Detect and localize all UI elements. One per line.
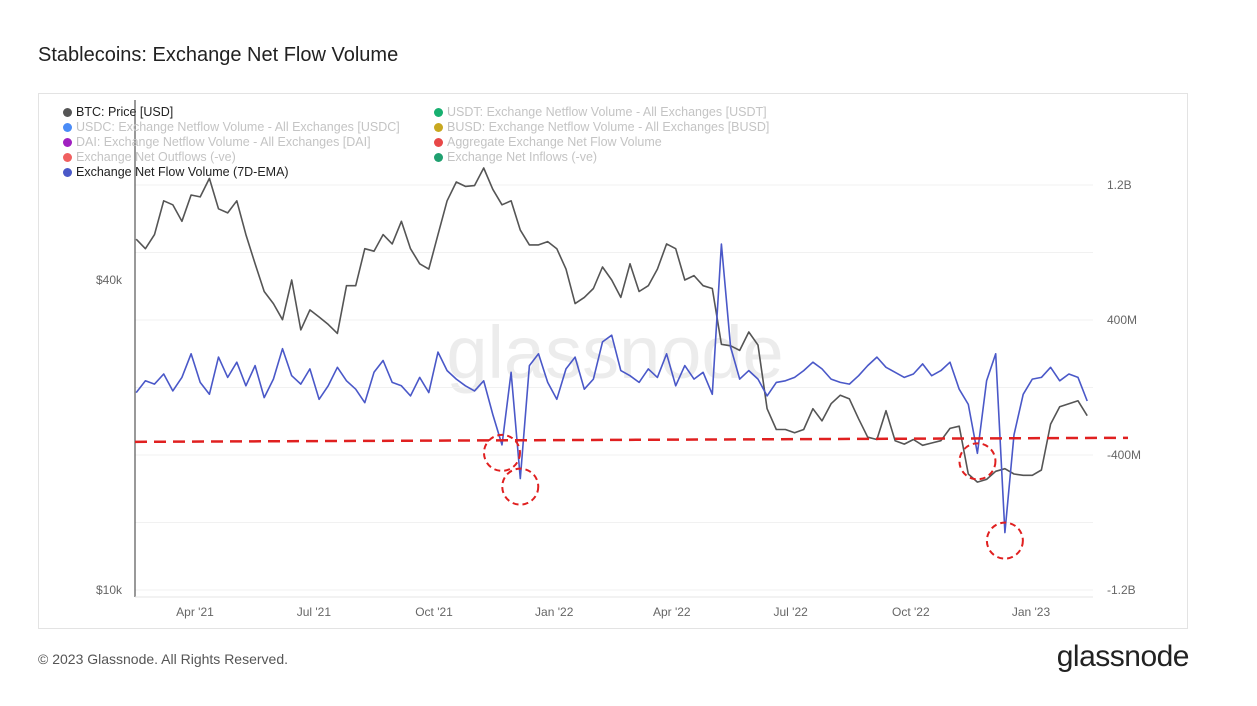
dip-circle-annotation: [482, 433, 521, 472]
legend-label: BTC: Price [USD]: [76, 105, 174, 119]
annotations: [134, 433, 1129, 560]
legend-item[interactable]: Exchange Net Flow Volume (7D-EMA): [63, 165, 400, 180]
watermark: glassnode: [446, 311, 783, 394]
legend-item[interactable]: BTC: Price [USD]: [63, 105, 400, 120]
left-tick-label: $40k: [96, 273, 123, 287]
page-title: Stablecoins: Exchange Net Flow Volume: [38, 44, 399, 66]
legend-dot-icon: [63, 123, 72, 132]
btc-price-line: [135, 167, 1088, 483]
legend-item[interactable]: BUSD: Exchange Netflow Volume - All Exch…: [434, 120, 769, 135]
legend-item[interactable]: Exchange Net Outflows (-ve): [63, 150, 400, 165]
x-tick-label: Oct '22: [892, 605, 930, 619]
x-tick-label: Jul '22: [773, 605, 808, 619]
legend-item[interactable]: USDC: Exchange Netflow Volume - All Exch…: [63, 120, 400, 135]
grid: [135, 184, 1093, 591]
x-tick-label: Apr '21: [176, 605, 214, 619]
legend-dot-icon: [63, 168, 72, 177]
x-tick-label: Jul '21: [297, 605, 332, 619]
series-lines: [135, 167, 1088, 534]
x-tick-label: Oct '21: [415, 605, 453, 619]
x-tick-label: Jan '22: [535, 605, 574, 619]
dip-circle-annotation: [501, 467, 540, 506]
legend-dot-icon: [63, 153, 72, 162]
legend-label: Aggregate Exchange Net Flow Volume: [447, 135, 662, 149]
legend-label: Exchange Net Flow Volume (7D-EMA): [76, 165, 289, 179]
right-tick-label: 400M: [1107, 313, 1137, 327]
copyright: © 2023 Glassnode. All Rights Reserved.: [38, 651, 289, 667]
dip-circle-annotation: [985, 521, 1024, 560]
net-flow-line: [135, 243, 1088, 534]
legend-item[interactable]: Exchange Net Inflows (-ve): [434, 150, 769, 165]
legend-item[interactable]: DAI: Exchange Netflow Volume - All Excha…: [63, 135, 400, 150]
legend-left: BTC: Price [USD] USDC: Exchange Netflow V…: [63, 105, 400, 180]
legend-dot-icon: [63, 108, 72, 117]
legend-label: Exchange Net Inflows (-ve): [447, 150, 598, 164]
chart-card: [38, 93, 1188, 629]
legend-dot-icon: [434, 123, 443, 132]
x-tick-label: Apr '22: [653, 605, 691, 619]
right-tick-label: -400M: [1107, 448, 1141, 462]
left-tick-label: $10k: [96, 583, 123, 597]
legend-dot-icon: [434, 108, 443, 117]
right-tick-label: -1.2B: [1107, 583, 1136, 597]
dip-circle-annotation: [958, 442, 997, 481]
legend-right: USDT: Exchange Netflow Volume - All Exch…: [434, 105, 769, 165]
legend-item[interactable]: USDT: Exchange Netflow Volume - All Exch…: [434, 105, 769, 120]
legend-item[interactable]: Aggregate Exchange Net Flow Volume: [434, 135, 769, 150]
threshold-dashed-line: [134, 436, 1129, 444]
legend-label: USDT: Exchange Netflow Volume - All Exch…: [447, 105, 767, 119]
glassnode-logo: glassnode: [1056, 640, 1190, 673]
legend-dot-icon: [434, 153, 443, 162]
legend-label: USDC: Exchange Netflow Volume - All Exch…: [76, 120, 400, 134]
right-tick-label: 1.2B: [1107, 178, 1132, 192]
legend-label: DAI: Exchange Netflow Volume - All Excha…: [76, 135, 371, 149]
legend-dot-icon: [434, 138, 443, 147]
legend-label: Exchange Net Outflows (-ve): [76, 150, 236, 164]
legend-dot-icon: [63, 138, 72, 147]
x-tick-label: Jan '23: [1012, 605, 1051, 619]
legend-label: BUSD: Exchange Netflow Volume - All Exch…: [447, 120, 770, 134]
axes: Apr '21 Jul '21 Oct '21 Jan '22 Apr '22 Jul '…: [96, 100, 1141, 619]
